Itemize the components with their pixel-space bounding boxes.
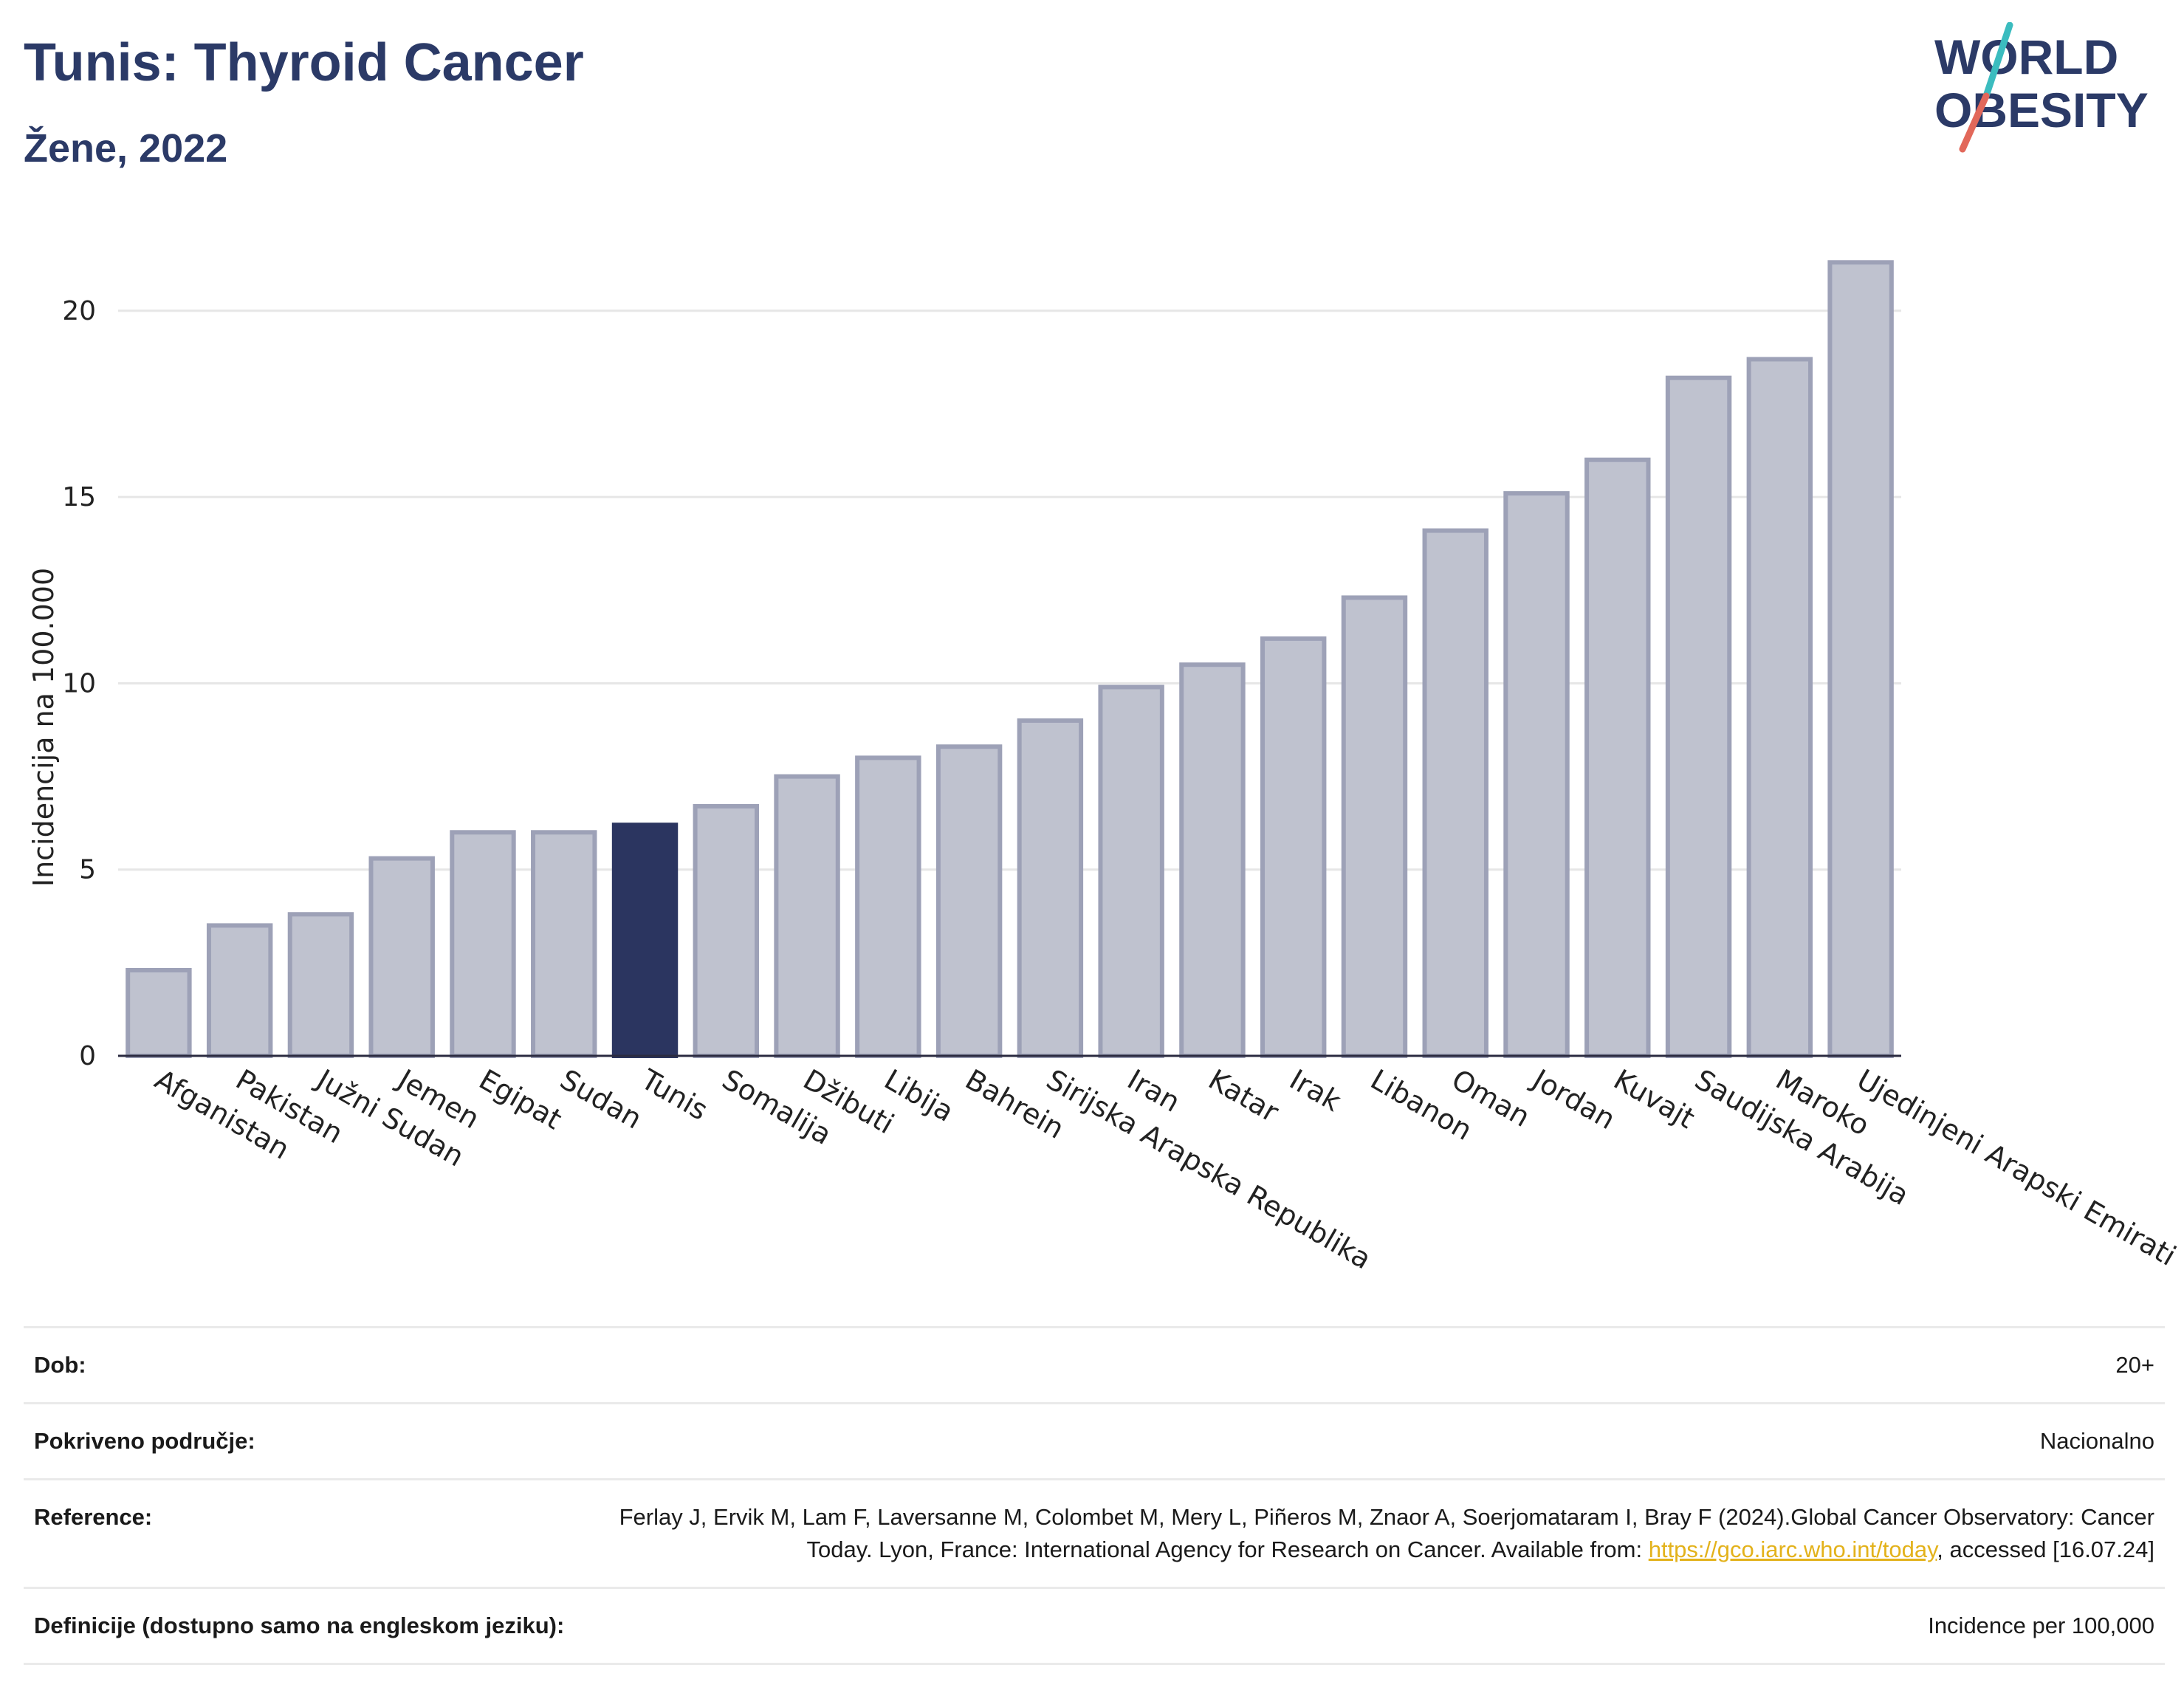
bar: [693, 803, 760, 1059]
bar: [368, 856, 435, 1059]
world-obesity-logo: WORLD OBESITY: [1934, 22, 2149, 153]
info-row-age: Dob: 20+: [24, 1326, 2165, 1402]
reference-accessed: , accessed [16.07.24]: [1937, 1537, 2154, 1562]
age-value: 20+: [2115, 1352, 2154, 1378]
bar: [611, 823, 679, 1058]
bar: [531, 830, 597, 1058]
info-row-definitions: Definicije (dostupno samo na engleskom j…: [24, 1587, 2165, 1665]
definitions-label: Definicije (dostupno samo na engleskom j…: [34, 1613, 565, 1638]
reference-label: Reference:: [34, 1504, 153, 1530]
bar: [450, 830, 516, 1058]
y-tick-label: 20: [62, 296, 96, 326]
bar: [1017, 718, 1084, 1059]
x-tick-label: Jordan: [1526, 1062, 1621, 1136]
info-row-coverage: Pokriveno područje: Nacionalno: [24, 1402, 2165, 1478]
x-tick-label: Tunis: [635, 1062, 713, 1127]
age-label: Dob:: [34, 1352, 86, 1378]
logo-slash-teal: [1982, 22, 2013, 100]
x-tick-label: Kuvajt: [1608, 1063, 1700, 1135]
y-tick-label: 15: [62, 482, 96, 512]
y-tick-label: 5: [79, 855, 96, 885]
x-tick-label: Ujedinjeni Arapski Emirati: [1852, 1063, 2182, 1272]
bar: [1098, 684, 1164, 1058]
bar: [287, 912, 354, 1058]
logo-slash-red: [1959, 92, 1990, 153]
x-tick-label: Sudan: [554, 1063, 648, 1136]
x-tick-label: Katar: [1203, 1063, 1284, 1129]
bar: [1260, 636, 1327, 1058]
bar: [774, 774, 840, 1059]
bar: [1827, 260, 1894, 1058]
y-axis-label: Incidencija na 100.000: [27, 568, 60, 887]
bar: [1503, 491, 1570, 1058]
page-title: Tunis: Thyroid Cancer: [24, 33, 584, 92]
bar: [1665, 375, 1732, 1058]
info-row-reference: Reference: Ferlay J, Ervik M, Lam F, Lav…: [24, 1478, 2165, 1587]
x-tick-label: Egipat: [473, 1063, 567, 1136]
reference-text: Ferlay J, Ervik M, Lam F, Laversanne M, …: [619, 1504, 2154, 1562]
bar: [1341, 595, 1408, 1058]
bar: [1179, 662, 1246, 1058]
bar: [1422, 528, 1488, 1058]
bar: [935, 744, 1003, 1059]
page-subtitle: Žene, 2022: [24, 126, 228, 171]
reference-value: Ferlay J, Ervik M, Lam F, Laversanne M, …: [604, 1501, 2154, 1566]
bar: [1746, 357, 1813, 1058]
coverage-value: Nacionalno: [2039, 1428, 2154, 1454]
definitions-value: Incidence per 100,000: [1928, 1613, 2154, 1638]
x-tick-label: Irak: [1284, 1063, 1346, 1118]
logo-line1: WORLD: [1934, 30, 2118, 84]
y-tick-label: 0: [79, 1041, 96, 1071]
info-table: Dob: 20+ Pokriveno područje: Nacionalno …: [24, 1326, 2165, 1665]
y-tick-label: 10: [62, 668, 96, 698]
bar: [1584, 457, 1651, 1058]
bar: [126, 967, 192, 1059]
coverage-label: Pokriveno područje:: [34, 1428, 255, 1454]
bar: [855, 755, 921, 1058]
bar: [206, 923, 273, 1058]
reference-link[interactable]: https://gco.iarc.who.int/today: [1648, 1537, 1937, 1562]
